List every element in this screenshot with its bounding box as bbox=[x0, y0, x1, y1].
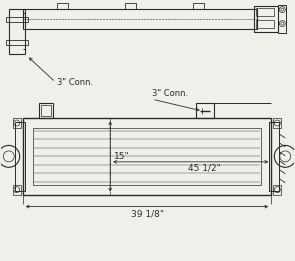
Bar bbox=[6, 40, 28, 45]
Bar bbox=[6, 17, 28, 22]
Bar bbox=[193, 3, 204, 9]
Text: 3" Conn.: 3" Conn. bbox=[152, 89, 188, 98]
Text: 15": 15" bbox=[114, 152, 130, 161]
Bar bbox=[33, 128, 261, 185]
Bar bbox=[256, 8, 274, 16]
Bar bbox=[23, 118, 271, 195]
Bar bbox=[125, 3, 136, 9]
Bar bbox=[196, 103, 214, 118]
Bar bbox=[278, 5, 286, 33]
Bar bbox=[39, 103, 53, 118]
Text: 45 1/2": 45 1/2" bbox=[188, 163, 221, 172]
Text: 39 1/8": 39 1/8" bbox=[130, 209, 163, 218]
Bar bbox=[41, 105, 50, 116]
Bar bbox=[58, 3, 68, 9]
Bar bbox=[9, 9, 25, 54]
Bar bbox=[13, 118, 21, 128]
Bar bbox=[269, 122, 279, 191]
Bar bbox=[256, 20, 274, 28]
Bar bbox=[273, 118, 281, 128]
Bar bbox=[23, 9, 258, 28]
Text: 3" Conn.: 3" Conn. bbox=[58, 78, 94, 87]
Bar bbox=[15, 122, 25, 191]
Bar bbox=[273, 185, 281, 195]
Bar bbox=[13, 185, 21, 195]
Bar bbox=[254, 6, 278, 32]
